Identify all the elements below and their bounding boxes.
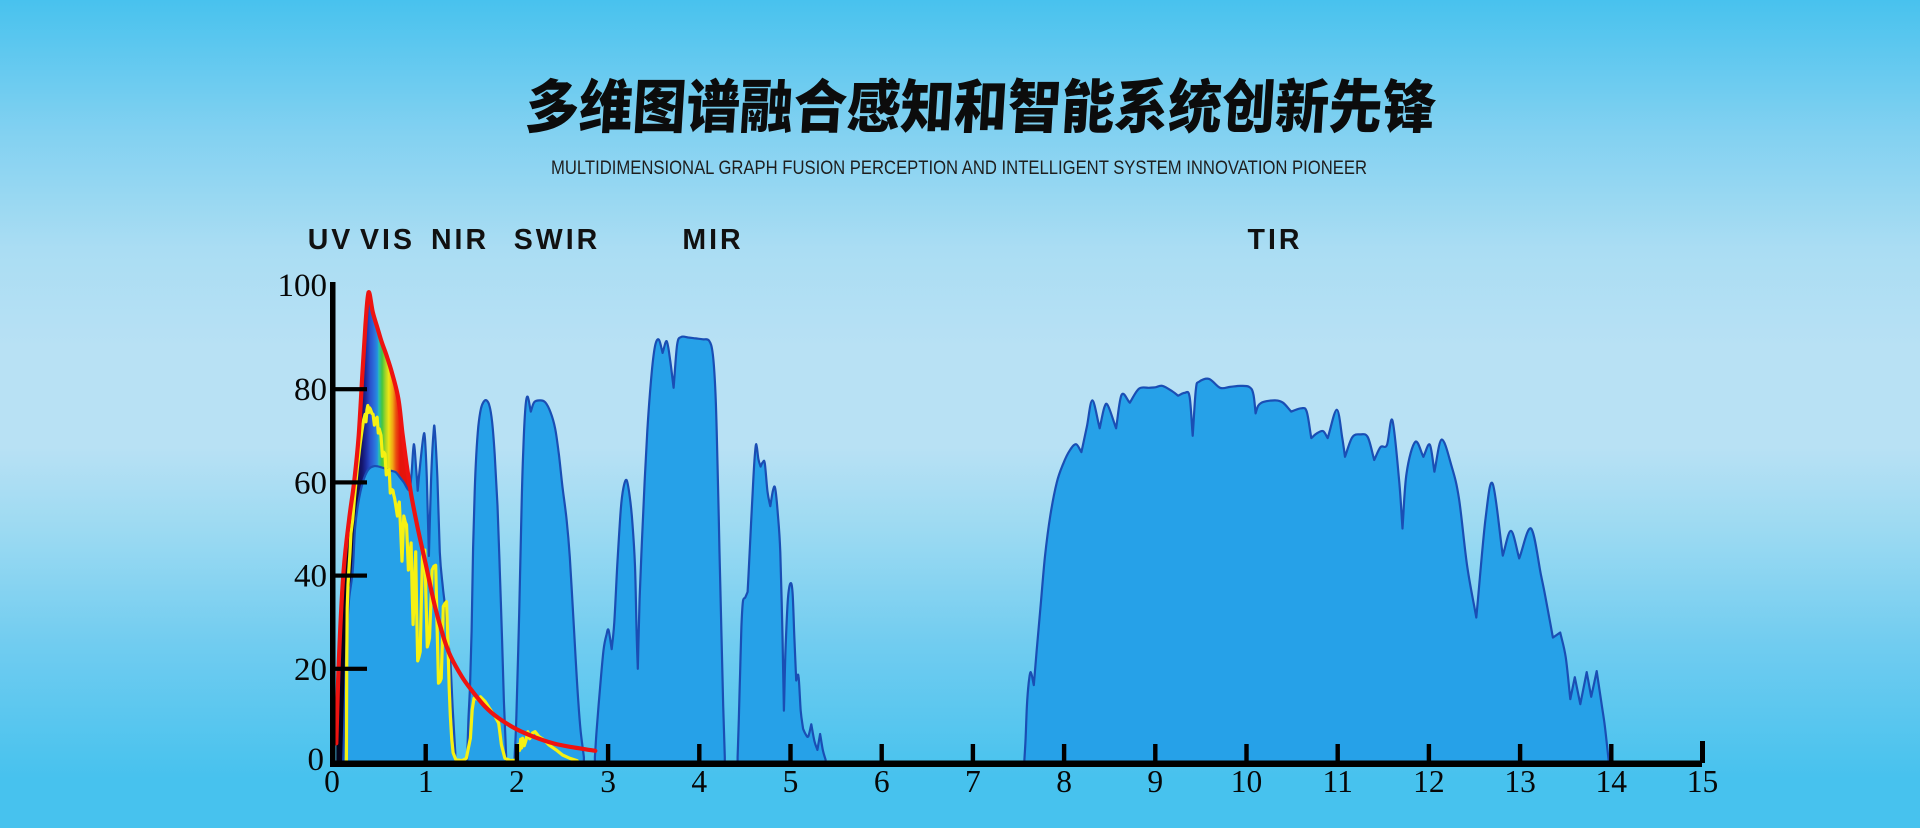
svg-text:MIR: MIR: [682, 224, 743, 256]
svg-text:NIR: NIR: [431, 224, 489, 256]
svg-text:14: 14: [1596, 764, 1628, 799]
svg-text:80: 80: [294, 372, 327, 408]
svg-text:11: 11: [1323, 764, 1353, 799]
svg-text:40: 40: [294, 559, 327, 595]
svg-text:8: 8: [1056, 764, 1072, 799]
svg-text:UV: UV: [308, 224, 354, 256]
svg-text:12: 12: [1413, 764, 1445, 799]
svg-text:SWIR: SWIR: [514, 224, 600, 256]
svg-text:TIR: TIR: [1248, 224, 1303, 256]
svg-text:60: 60: [294, 465, 327, 501]
svg-text:20: 20: [294, 652, 327, 688]
svg-text:7: 7: [965, 764, 981, 799]
svg-text:1: 1: [418, 764, 434, 799]
svg-text:100: 100: [278, 268, 328, 304]
svg-text:10: 10: [1231, 764, 1263, 799]
svg-text:2: 2: [509, 764, 525, 799]
svg-text:6: 6: [874, 764, 890, 799]
svg-text:5: 5: [783, 764, 799, 799]
svg-text:15: 15: [1687, 764, 1719, 799]
svg-text:9: 9: [1147, 764, 1163, 799]
svg-text:4: 4: [691, 764, 707, 799]
svg-text:0: 0: [308, 742, 325, 778]
svg-text:13: 13: [1504, 764, 1536, 799]
svg-text:3: 3: [600, 764, 616, 799]
svg-text:MULTIDIMENSIONAL GRAPH FUSION: MULTIDIMENSIONAL GRAPH FUSION PERCEPTION…: [551, 157, 1367, 179]
svg-text:VIS: VIS: [360, 224, 415, 256]
svg-text:0: 0: [324, 764, 340, 799]
